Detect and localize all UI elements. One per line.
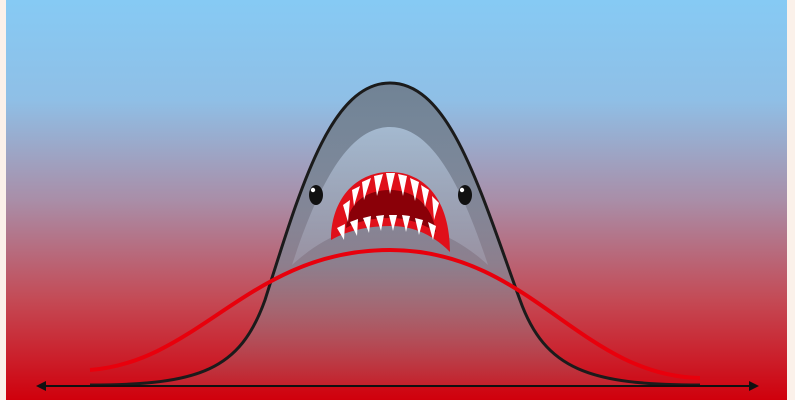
shark-outline: [89, 81, 701, 387]
shark-mouth: [331, 172, 450, 252]
normal-curve: [89, 247, 701, 380]
shark-eyes: [309, 185, 472, 205]
shark-body: [90, 83, 700, 385]
x-axis: [36, 381, 759, 391]
